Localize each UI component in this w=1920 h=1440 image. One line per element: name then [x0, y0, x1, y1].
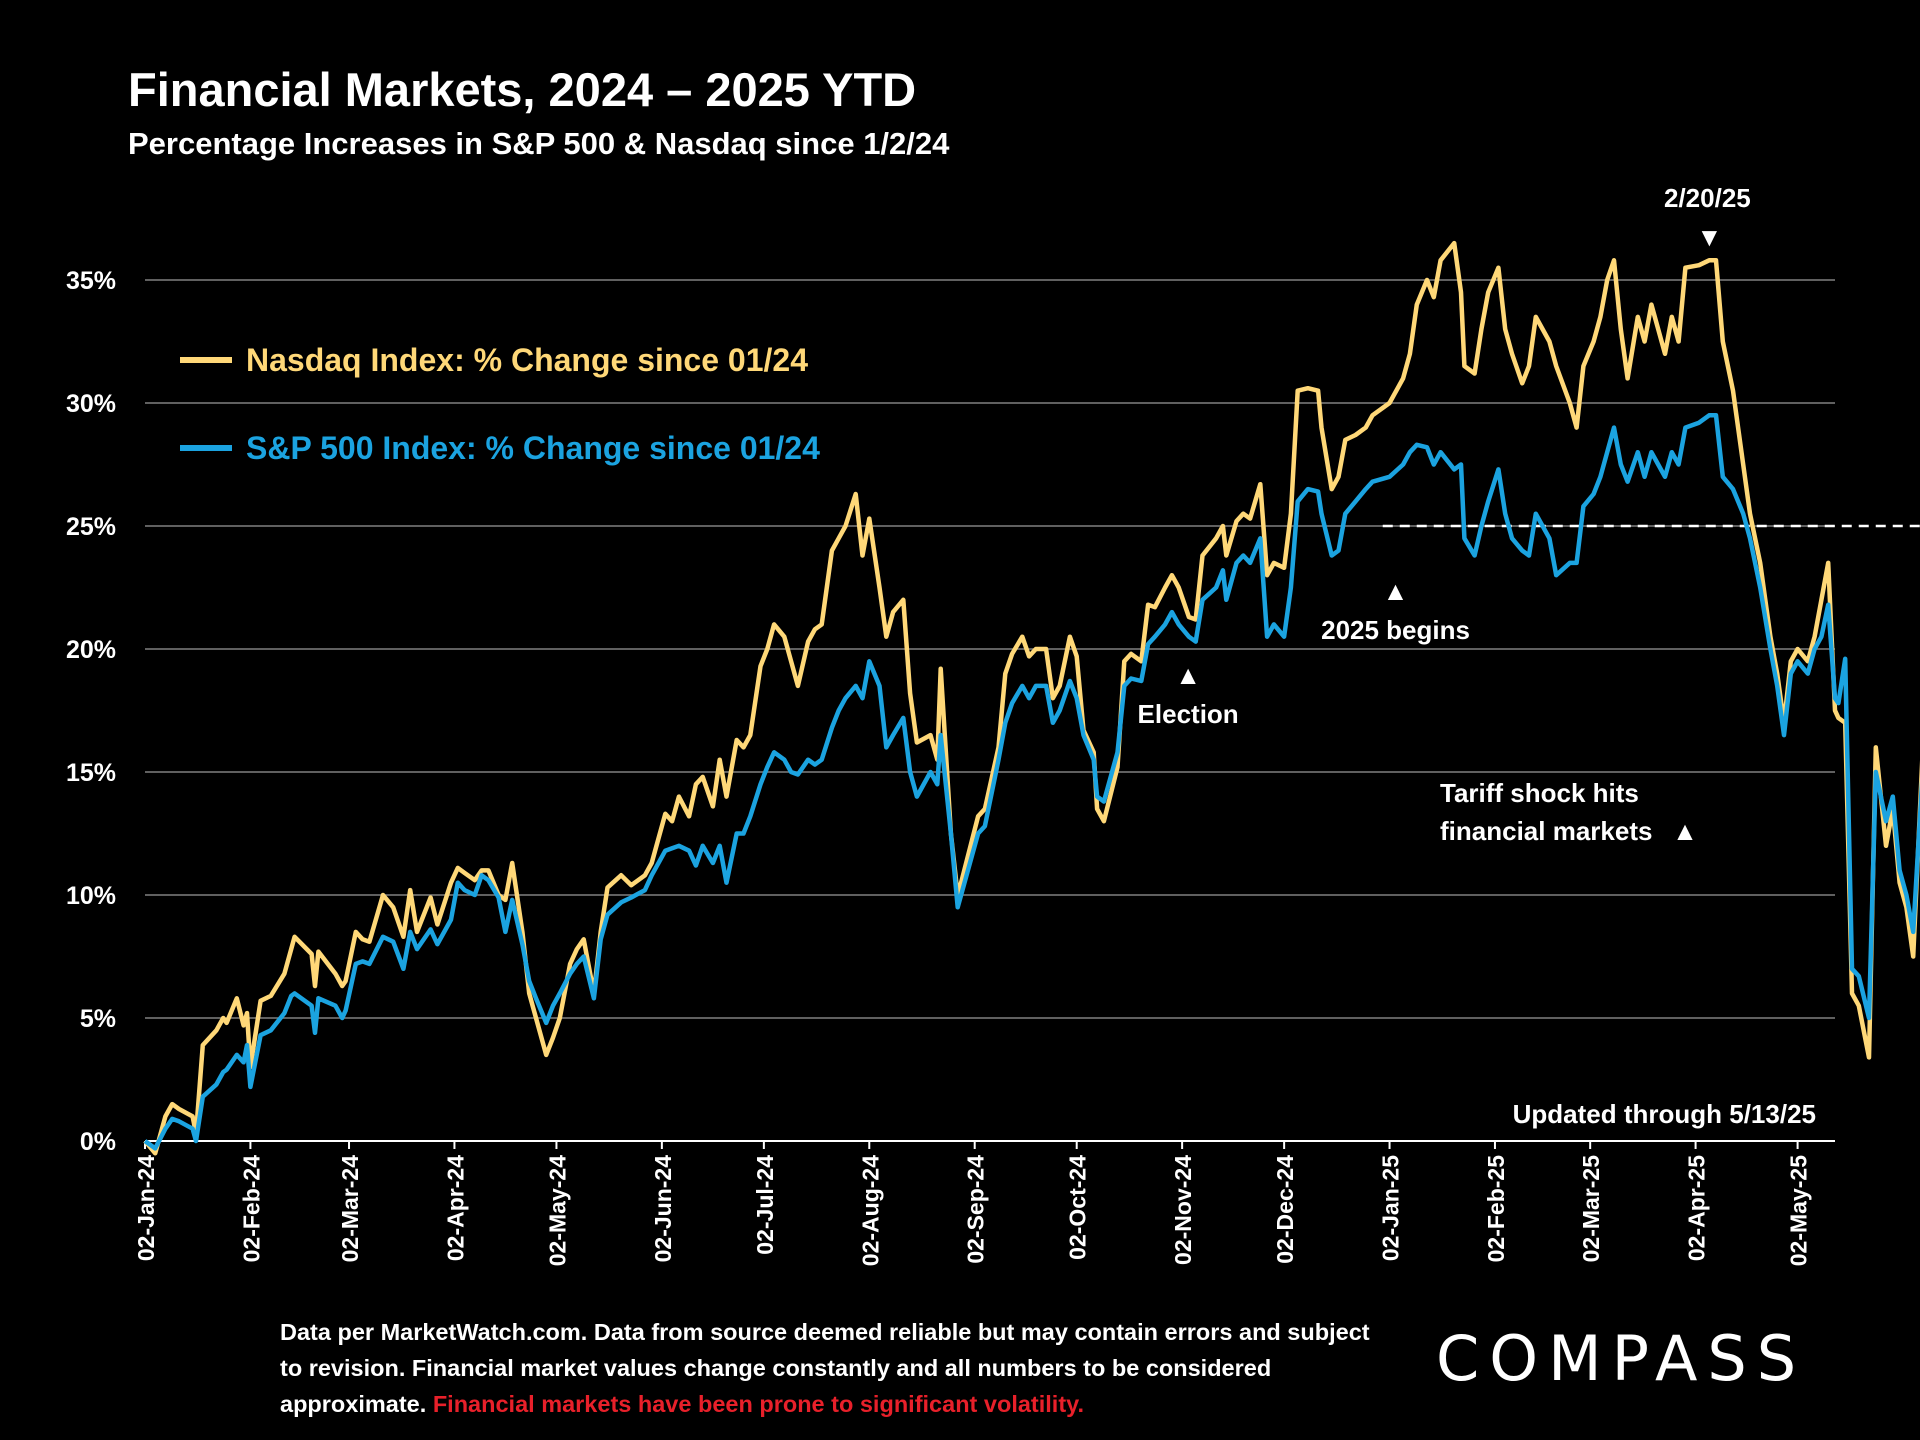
x-tick-label: 02-Dec-24: [1272, 1155, 1298, 1264]
y-tick-label: 5%: [80, 1005, 116, 1033]
x-tick-label: 02-May-24: [544, 1155, 570, 1266]
annotation-peak-marker: ▼: [1697, 222, 1723, 252]
annotation-peak-label: 2/20/25: [1664, 183, 1751, 213]
annotation-tariff-marker: ▲: [1672, 816, 1698, 846]
chart-subtitle: Percentage Increases in S&P 500 & Nasdaq…: [128, 126, 950, 161]
y-tick-label: 15%: [66, 759, 116, 787]
x-tick-label: 02-Feb-25: [1483, 1155, 1509, 1263]
series-lines: [143, 240, 1920, 1156]
nasdaq-line: [143, 240, 1920, 1156]
x-tick-label: 02-Jul-24: [752, 1155, 778, 1255]
y-tick-labels: 0% 5% 10% 15% 20% 25% 30% 35%: [66, 267, 116, 1156]
compass-logo: COMPASS: [1436, 1322, 1807, 1395]
line-chart: 0% 5% 10% 15% 20% 25% 30% 35% 02-Jan-24 02-Feb-2…: [66, 183, 1920, 1266]
annotation-updated: Updated through 5/13/25: [1513, 1099, 1816, 1129]
y-tick-label: 25%: [66, 513, 116, 541]
footnote-text: Data per MarketWatch.com. Data from sour…: [280, 1319, 1370, 1417]
x-tick-label: 02-Apr-25: [1684, 1155, 1710, 1261]
y-tick-label: 35%: [66, 267, 116, 295]
y-tick-label: 10%: [66, 882, 116, 910]
x-tick-label: 02-Mar-25: [1578, 1155, 1604, 1263]
x-tick-label: 02-Oct-24: [1065, 1155, 1091, 1260]
x-tick-labels: 02-Jan-24 02-Feb-24 02-Mar-24 02-Apr-24 02-M…: [133, 1141, 1812, 1266]
legend-label-sp500: S&P 500 Index: % Change since 01/24: [246, 430, 820, 466]
y-tick-label: 20%: [66, 636, 116, 664]
annotation-tariff-line1: Tariff shock hits: [1440, 778, 1639, 808]
y-tick-label: 0%: [80, 1128, 116, 1156]
footnote: Data per MarketWatch.com. Data from sour…: [280, 1314, 1390, 1422]
annotation-election-marker: ▲: [1175, 660, 1201, 690]
x-tick-label: 02-Apr-24: [442, 1155, 468, 1261]
x-tick-label: 02-Sep-24: [963, 1155, 989, 1264]
x-tick-label: 02-Jun-24: [650, 1155, 676, 1263]
x-tick-label: 02-Feb-24: [238, 1155, 264, 1263]
annotations: 2/20/25 ▼ ▲ Election ▲ 2025 begins Tariff shoc…: [1138, 183, 1816, 1129]
x-tick-label: 02-Mar-24: [337, 1155, 363, 1263]
y-tick-label: 30%: [66, 390, 116, 418]
legend-label-nasdaq: Nasdaq Index: % Change since 01/24: [246, 342, 808, 378]
chart-title: Financial Markets, 2024 – 2025 YTD: [128, 63, 917, 116]
annotation-tariff-line2: financial markets: [1440, 816, 1652, 846]
annotation-begins-label: 2025 begins: [1321, 615, 1470, 645]
x-tick-label: 02-May-25: [1786, 1155, 1812, 1266]
annotation-election-label: Election: [1138, 699, 1239, 729]
x-tick-label: 02-Nov-24: [1170, 1155, 1196, 1265]
x-tick-label: 02-Jan-25: [1378, 1155, 1404, 1261]
x-tick-label: 02-Jan-24: [133, 1155, 159, 1261]
legend: Nasdaq Index: % Change since 01/24 S&P 50…: [180, 342, 820, 466]
sp500-line: [143, 413, 1920, 1151]
footnote-warning: Financial markets have been prone to sig…: [432, 1391, 1085, 1417]
gridlines: [145, 279, 1835, 1142]
x-tick-label: 02-Aug-24: [857, 1155, 883, 1266]
annotation-begins-marker: ▲: [1383, 576, 1409, 606]
